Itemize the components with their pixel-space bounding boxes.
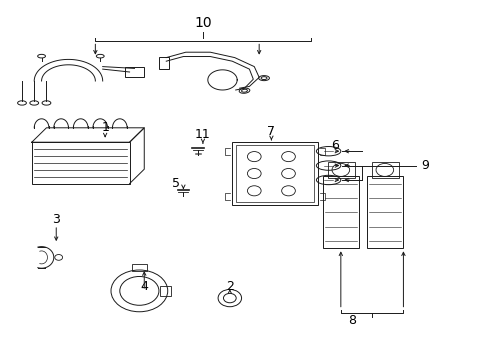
Bar bbox=[132, 264, 146, 271]
Text: 5: 5 bbox=[172, 177, 180, 190]
Text: 4: 4 bbox=[140, 280, 148, 293]
Text: 10: 10 bbox=[194, 17, 211, 30]
Bar bbox=[160, 286, 171, 296]
Bar bbox=[327, 162, 354, 178]
Bar bbox=[366, 176, 403, 248]
Bar bbox=[159, 57, 168, 69]
Bar bbox=[232, 142, 317, 205]
Bar bbox=[124, 67, 144, 77]
Bar bbox=[322, 176, 359, 248]
Text: 11: 11 bbox=[195, 129, 210, 141]
Bar bbox=[371, 162, 398, 178]
Text: 6: 6 bbox=[330, 139, 338, 152]
Text: 1: 1 bbox=[101, 121, 109, 134]
Bar bbox=[236, 145, 313, 202]
Text: 8: 8 bbox=[347, 314, 355, 327]
Text: 9: 9 bbox=[421, 159, 428, 172]
Bar bbox=[32, 142, 129, 184]
Text: 2: 2 bbox=[225, 280, 233, 293]
Text: 7: 7 bbox=[267, 125, 275, 138]
Text: 3: 3 bbox=[52, 213, 60, 226]
